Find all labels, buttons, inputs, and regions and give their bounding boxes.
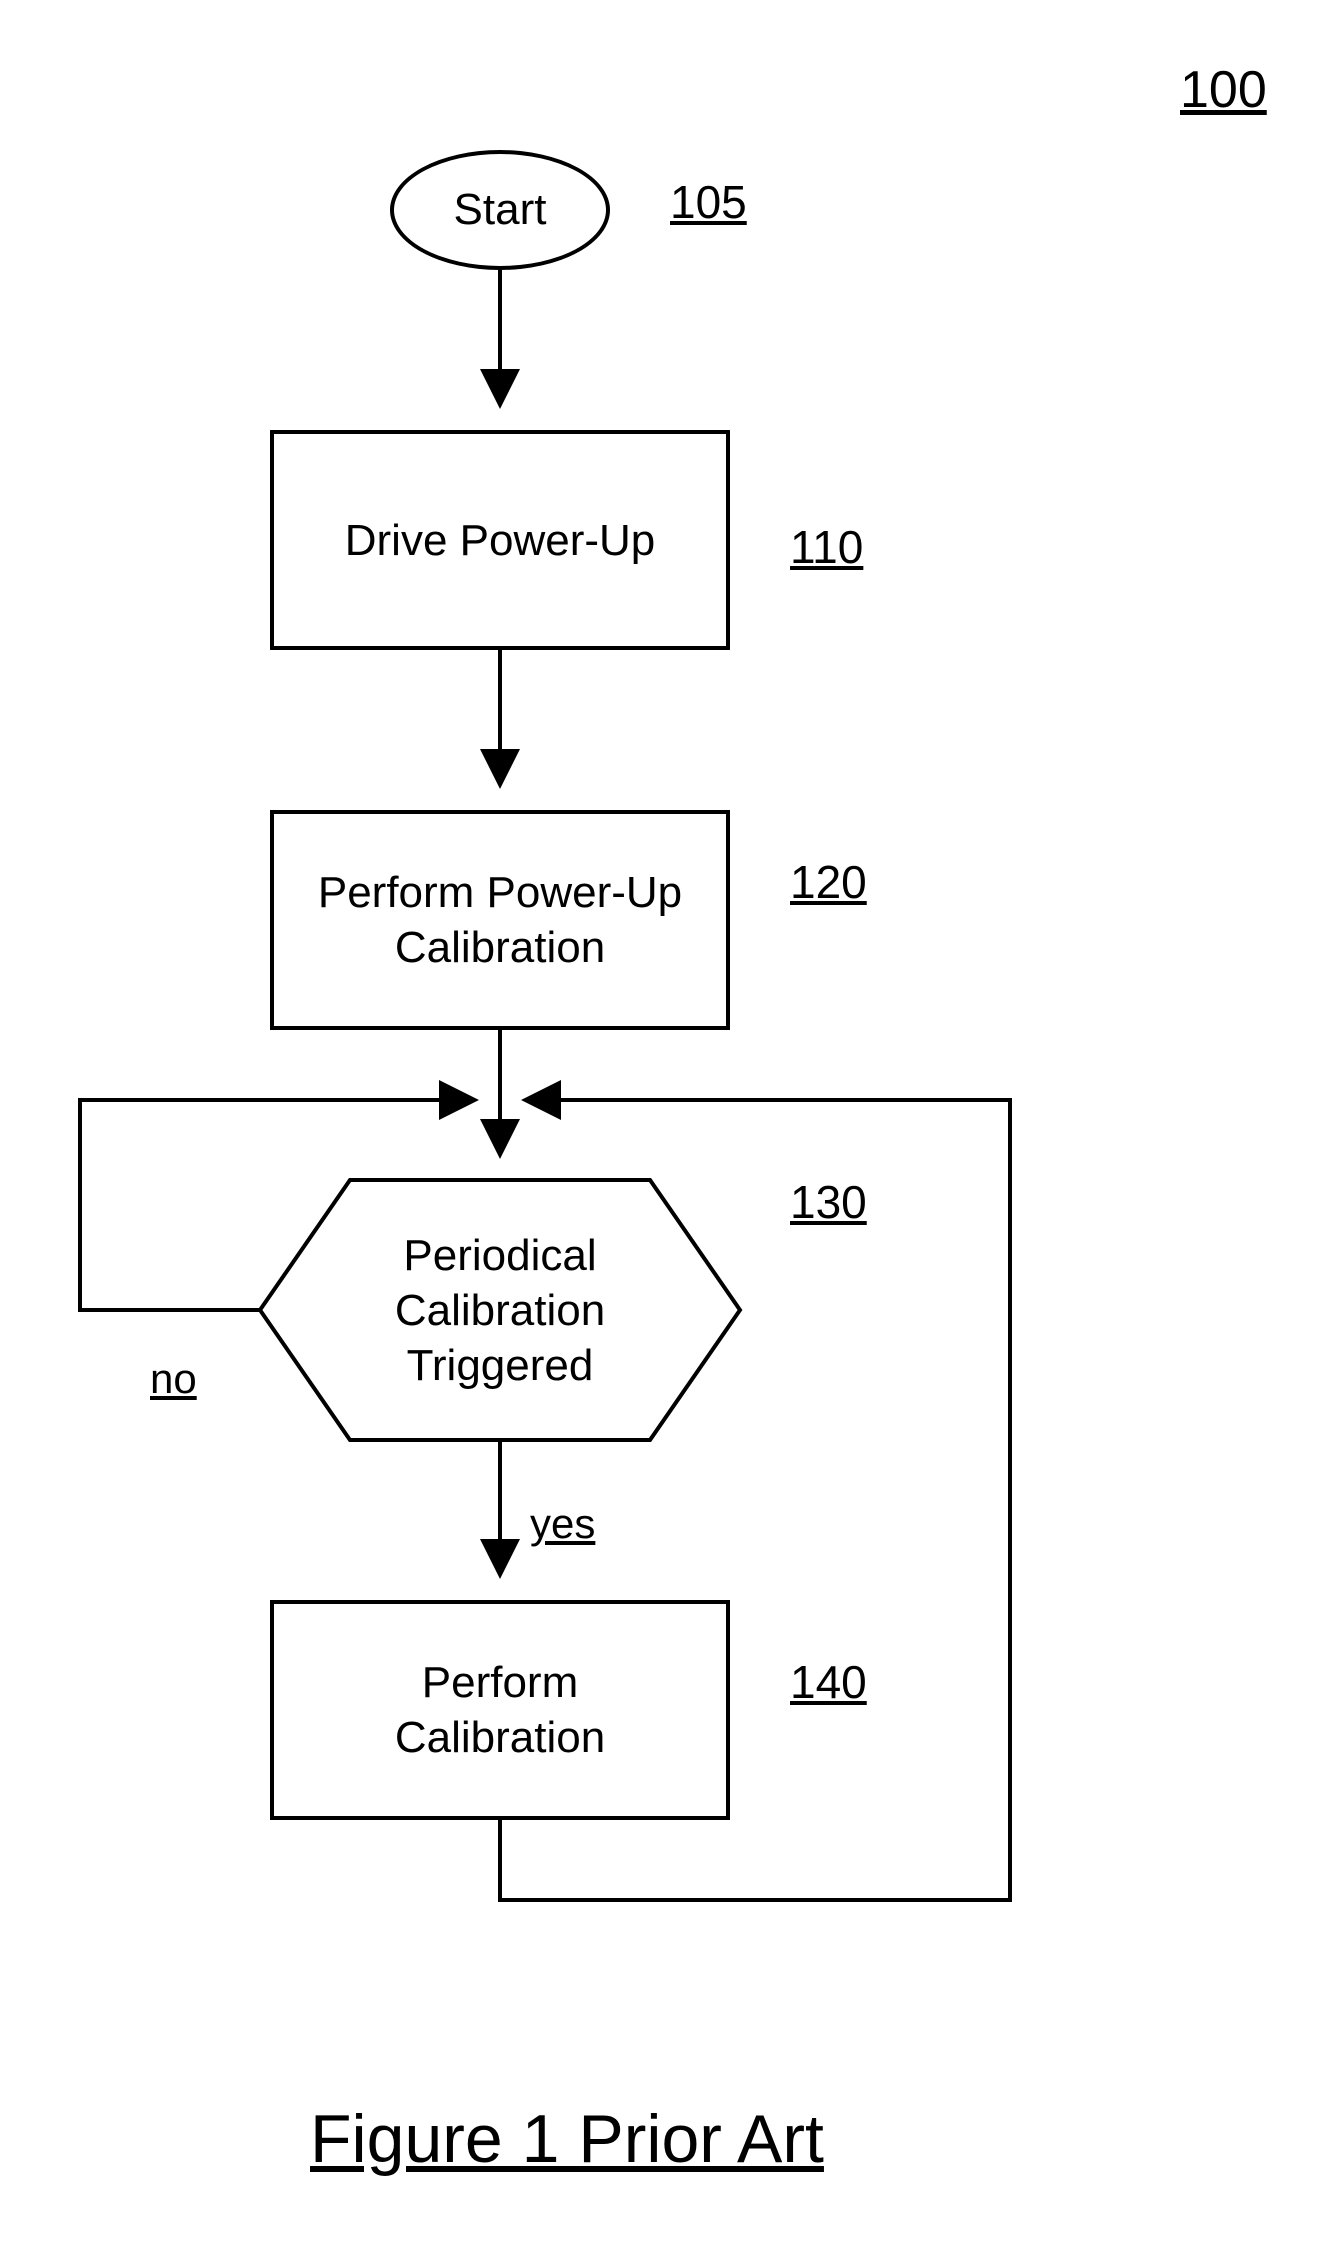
powerup-node: Drive Power-Up [270,430,730,650]
powerup-cal-label: Perform Power-UpCalibration [318,865,682,975]
edge-label-yes: yes [530,1500,595,1548]
flowchart-canvas: 100 Start 105 Drive Power-Up 110 Perform… [0,0,1335,2248]
perform-cal-node: PerformCalibration [270,1600,730,1820]
powerup-cal-node: Perform Power-UpCalibration [270,810,730,1030]
start-node: Start [390,150,610,270]
start-ref-105: 105 [670,175,747,229]
diagram-ref-100: 100 [1180,60,1267,120]
perform-cal-label: PerformCalibration [395,1655,605,1765]
decision-label: PeriodicalCalibrationTriggered [395,1228,605,1393]
start-label: Start [454,185,547,235]
powerup-ref-110: 110 [790,520,863,574]
decision-node: PeriodicalCalibrationTriggered [260,1180,740,1440]
decision-ref-130: 130 [790,1175,867,1229]
powerup-label: Drive Power-Up [345,513,656,568]
perform-cal-ref-140: 140 [790,1655,867,1709]
figure-caption: Figure 1 Prior Art [310,2100,824,2178]
edge-label-no: no [150,1355,197,1403]
edges-layer [0,0,1335,2248]
powerup-cal-ref-120: 120 [790,855,867,909]
